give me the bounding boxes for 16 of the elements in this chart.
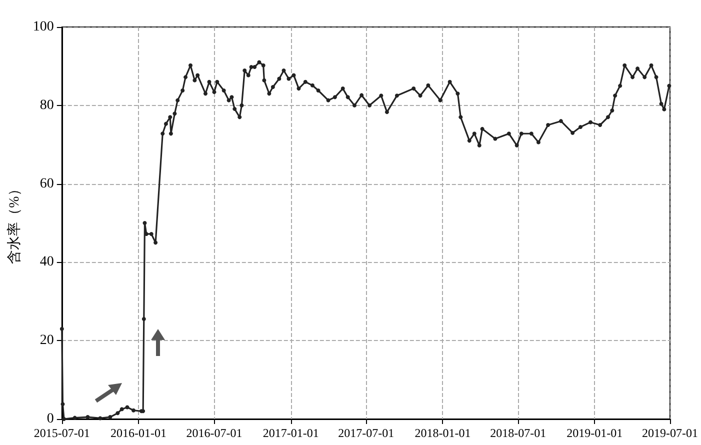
- x-tick-label: 2017-07-01: [338, 426, 394, 440]
- x-tick-label: 2019-07-01: [642, 426, 698, 440]
- x-tick-label: 2019-01-01: [566, 426, 623, 440]
- y-tick-label: 40: [40, 254, 54, 270]
- x-tick-label: 2016-07-01: [186, 426, 242, 440]
- x-tick-label: 2015-07-01: [34, 426, 90, 440]
- x-tick-label: 2018-01-01: [414, 426, 471, 440]
- y-tick-label: 80: [40, 98, 54, 113]
- x-tick-label: 2017-01-01: [262, 426, 319, 440]
- x-tick-label: 2016-01-01: [110, 426, 166, 440]
- y-tick-label: 100: [32, 20, 54, 34]
- y-tick-label: 20: [40, 333, 54, 348]
- y-tick-label: 0: [46, 412, 54, 426]
- x-tick-label: 2018-07-01: [490, 426, 546, 440]
- y-tick-label: 60: [40, 176, 54, 192]
- y-axis-title: 含水率（%）: [6, 182, 22, 264]
